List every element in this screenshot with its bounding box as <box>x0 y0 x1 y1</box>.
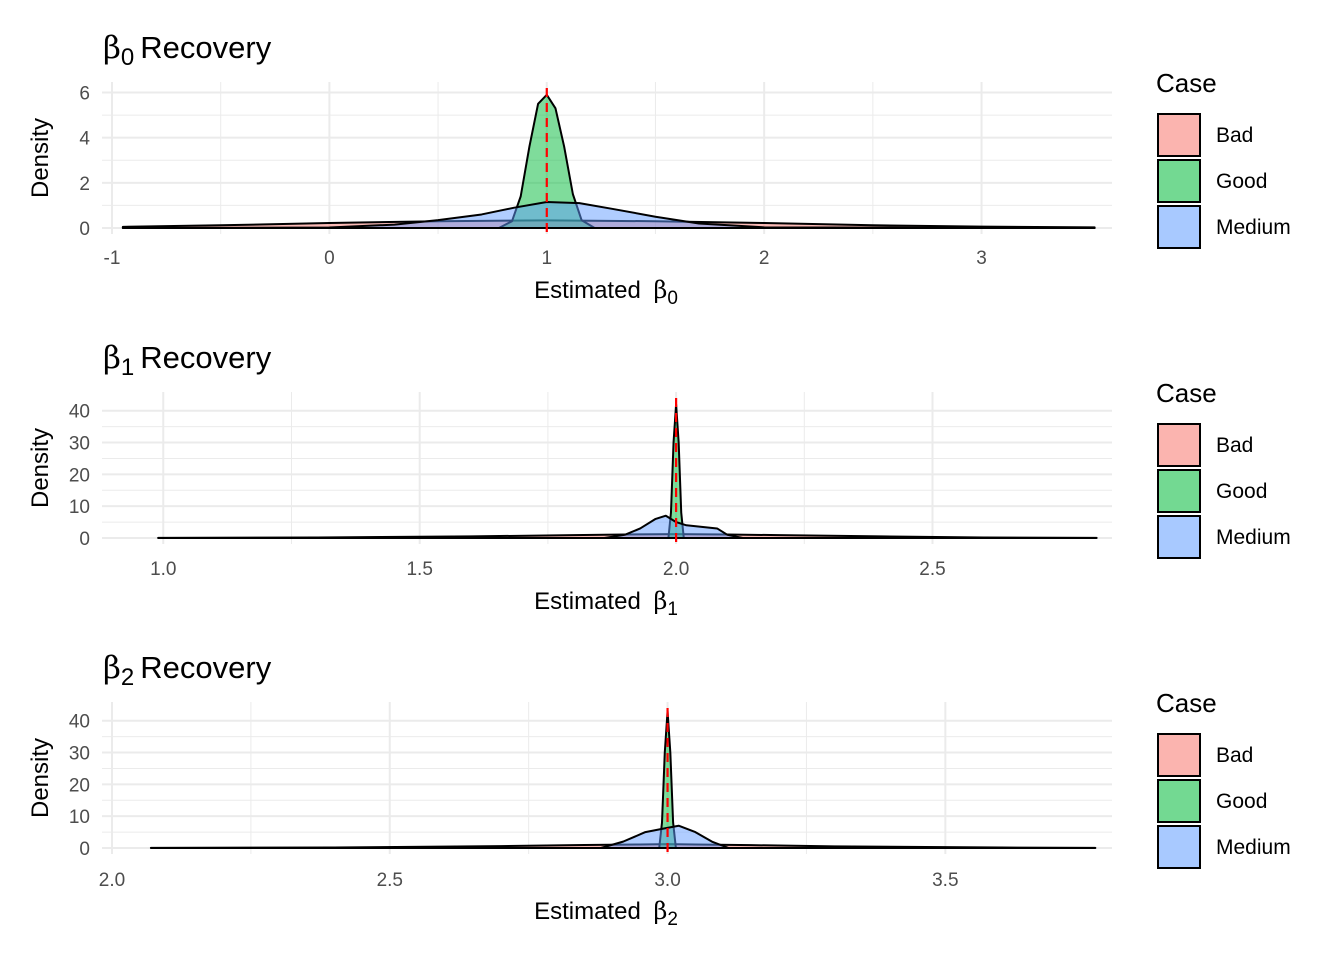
legend-label-medium: Medium <box>1216 216 1291 239</box>
panel-title: β1 Recovery <box>103 340 272 381</box>
legend-label-good: Good <box>1216 790 1267 813</box>
density-medium <box>121 201 1096 229</box>
legend-swatch-good <box>1157 469 1201 513</box>
y-tick-label: 20 <box>69 465 90 486</box>
legend-swatch-medium <box>1157 825 1201 869</box>
legend-label-medium: Medium <box>1216 526 1291 549</box>
x-tick-label: 3.5 <box>932 870 958 891</box>
legend-swatch-bad <box>1157 113 1201 157</box>
legend-swatch-good <box>1157 159 1201 203</box>
y-tick-label: 20 <box>69 775 90 796</box>
y-tick-label: 0 <box>79 839 90 860</box>
title-symbol: β <box>103 340 121 376</box>
title-sub: 1 <box>121 354 134 381</box>
legend-label-medium: Medium <box>1216 836 1291 859</box>
title-rest: Recovery <box>140 340 271 375</box>
legend-title: Case <box>1156 688 1217 718</box>
y-axis-label: Density <box>27 738 54 818</box>
title-sub: 2 <box>121 664 134 691</box>
y-tick-label: 0 <box>79 219 90 240</box>
x-tick-label: 2.0 <box>663 559 689 580</box>
y-tick-label: 4 <box>79 129 90 150</box>
panel-title: β2 Recovery <box>103 650 272 691</box>
legend: Case Bad Good Medium <box>1156 378 1291 559</box>
title-symbol: β <box>103 30 121 66</box>
x-axis-label-text: Estimated <box>534 277 647 304</box>
x-tick-label: 2.5 <box>919 559 945 580</box>
x-axis-label-symbol: β <box>653 276 667 304</box>
title-sub: 0 <box>121 44 134 71</box>
x-tick-label: 0 <box>324 248 335 269</box>
x-tick-label: 2.0 <box>99 870 125 891</box>
legend-title: Case <box>1156 378 1217 408</box>
legend-label-good: Good <box>1216 170 1267 193</box>
y-tick-label: 40 <box>69 712 90 733</box>
x-tick-label: 2 <box>759 248 770 269</box>
x-axis-label: Estimated β0 <box>534 276 678 309</box>
legend-label-bad: Bad <box>1216 434 1253 457</box>
x-tick-label: 2.5 <box>377 870 403 891</box>
x-axis-label-sub: 1 <box>667 599 678 620</box>
legend-swatch-bad <box>1157 733 1201 777</box>
legend-label-bad: Bad <box>1216 124 1253 147</box>
x-tick-label: 3.0 <box>654 870 680 891</box>
legend-label-bad: Bad <box>1216 744 1253 767</box>
x-tick-label: 1.5 <box>406 559 432 580</box>
title-rest: Recovery <box>140 30 271 65</box>
x-axis-label: Estimated β2 <box>534 897 678 930</box>
y-tick-label: 2 <box>79 174 90 195</box>
legend-swatch-medium <box>1157 205 1201 249</box>
legend: Case Bad Good Medium <box>1156 68 1291 249</box>
y-axis-label: Density <box>27 428 54 508</box>
x-axis-label: Estimated β1 <box>534 587 678 620</box>
x-axis-label-symbol: β <box>653 897 667 925</box>
legend-label-good: Good <box>1216 480 1267 503</box>
y-axis-label: Density <box>27 118 54 198</box>
legend-swatch-good <box>1157 779 1201 823</box>
panel-title: β0 Recovery <box>103 30 272 71</box>
title-symbol: β <box>103 650 121 686</box>
x-tick-label: -1 <box>104 248 121 269</box>
y-tick-label: 10 <box>69 497 90 518</box>
y-tick-label: 30 <box>69 434 90 455</box>
y-tick-label: 10 <box>69 807 90 828</box>
legend-title: Case <box>1156 68 1217 98</box>
legend: Case Bad Good Medium <box>1156 688 1291 869</box>
legend-swatch-medium <box>1157 515 1201 559</box>
x-axis-label-sub: 0 <box>667 288 678 309</box>
y-tick-label: 30 <box>69 744 90 765</box>
x-tick-label: 1 <box>541 248 552 269</box>
density-medium <box>599 824 730 849</box>
y-tick-label: 6 <box>79 84 90 105</box>
title-rest: Recovery <box>140 650 271 685</box>
x-axis-label-text: Estimated <box>534 588 647 615</box>
y-tick-label: 40 <box>69 402 90 423</box>
x-axis-label-sub: 2 <box>667 909 678 930</box>
density-medium <box>603 514 744 539</box>
x-tick-label: 3 <box>976 248 987 269</box>
x-axis-label-text: Estimated <box>534 898 647 925</box>
legend-swatch-bad <box>1157 423 1201 467</box>
x-axis-label-symbol: β <box>653 587 667 615</box>
y-tick-label: 0 <box>79 529 90 550</box>
x-tick-label: 1.0 <box>150 559 176 580</box>
